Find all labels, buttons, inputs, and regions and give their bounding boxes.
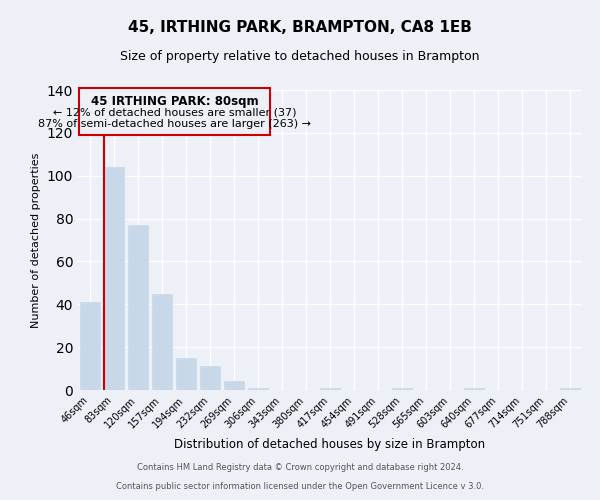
Text: Contains HM Land Registry data © Crown copyright and database right 2024.: Contains HM Land Registry data © Crown c… bbox=[137, 464, 463, 472]
Text: 45, IRTHING PARK, BRAMPTON, CA8 1EB: 45, IRTHING PARK, BRAMPTON, CA8 1EB bbox=[128, 20, 472, 35]
Bar bbox=[79, 88, 270, 135]
Bar bbox=[104, 167, 124, 390]
Bar bbox=[560, 388, 580, 390]
Bar bbox=[320, 388, 340, 390]
Bar bbox=[392, 388, 412, 390]
Text: Contains public sector information licensed under the Open Government Licence v : Contains public sector information licen… bbox=[116, 482, 484, 491]
Bar bbox=[224, 382, 244, 390]
Bar bbox=[248, 388, 268, 390]
Y-axis label: Number of detached properties: Number of detached properties bbox=[31, 152, 41, 328]
Bar bbox=[80, 302, 100, 390]
Text: 45 IRTHING PARK: 80sqm: 45 IRTHING PARK: 80sqm bbox=[91, 96, 259, 108]
Bar bbox=[464, 388, 484, 390]
Text: ← 12% of detached houses are smaller (37): ← 12% of detached houses are smaller (37… bbox=[53, 107, 296, 117]
Bar bbox=[176, 358, 196, 390]
Text: 87% of semi-detached houses are larger (263) →: 87% of semi-detached houses are larger (… bbox=[38, 119, 311, 129]
Bar bbox=[200, 366, 220, 390]
Text: Size of property relative to detached houses in Brampton: Size of property relative to detached ho… bbox=[120, 50, 480, 63]
Bar bbox=[152, 294, 172, 390]
Bar bbox=[128, 225, 148, 390]
X-axis label: Distribution of detached houses by size in Brampton: Distribution of detached houses by size … bbox=[175, 438, 485, 451]
